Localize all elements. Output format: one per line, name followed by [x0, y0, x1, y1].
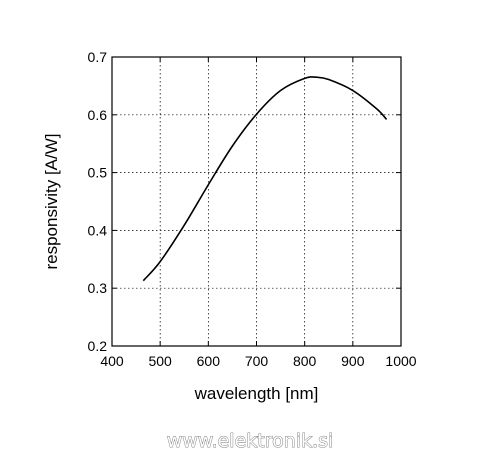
- responsivity-curve: [142, 76, 388, 282]
- grid-lines: [112, 57, 401, 346]
- x-tick-label: 900: [341, 353, 365, 369]
- y-tick-label: 0.7: [88, 49, 108, 65]
- y-tick-label: 0.5: [88, 165, 108, 181]
- x-tick-label: 800: [293, 353, 317, 369]
- x-axis-ticks: 400 500 600 700 800 900 1000: [100, 57, 417, 369]
- series-layer: [142, 76, 388, 282]
- x-tick-label: 1000: [385, 353, 416, 369]
- y-tick-label: 0.6: [88, 107, 108, 123]
- y-axis-label: responsivity [A/W]: [42, 133, 61, 269]
- y-tick-label: 0.4: [88, 222, 108, 238]
- x-tick-label: 600: [197, 353, 221, 369]
- x-tick-label: 500: [148, 353, 172, 369]
- x-tick-label: 400: [100, 353, 124, 369]
- y-tick-label: 0.3: [88, 280, 108, 296]
- x-tick-label: 700: [245, 353, 269, 369]
- x-axis-label: wavelength [nm]: [194, 384, 319, 403]
- watermark-text: www.elektronik.si: [167, 430, 334, 452]
- y-tick-label: 0.2: [88, 338, 108, 354]
- y-axis-ticks: 0.2 0.3 0.4 0.5 0.6 0.7: [88, 49, 401, 354]
